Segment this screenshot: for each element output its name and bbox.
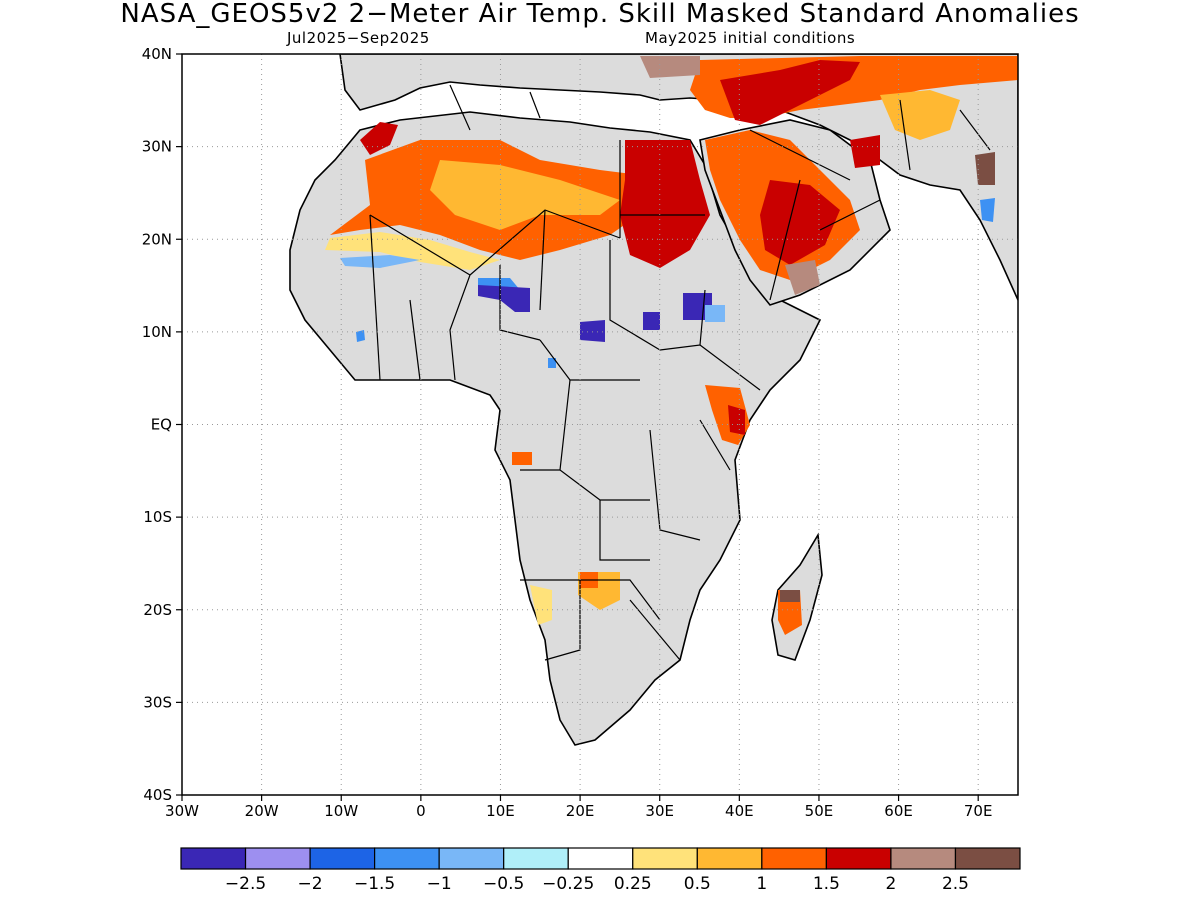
lon-tick-label: 0 <box>416 802 426 820</box>
lat-tick-label: 10S <box>143 508 172 526</box>
colorbar-swatch <box>309 847 376 870</box>
lat-tick-label: 20S <box>143 601 172 619</box>
colorbar-label: 0.5 <box>684 874 711 894</box>
anomaly-sudan-purple-2 <box>683 293 712 320</box>
anomaly-guinea-blue <box>356 330 365 342</box>
colorbar-swatch <box>567 847 634 870</box>
colorbar-label: 1 <box>756 874 767 894</box>
lat-tick-label: 40S <box>143 786 172 804</box>
colorbar-label: −1.5 <box>354 874 395 894</box>
colorbar-label: −0.5 <box>483 874 524 894</box>
lon-tick-label: 30E <box>645 802 674 820</box>
anomaly-ethiopia-blue <box>705 305 725 322</box>
anomaly-kenya-red <box>728 405 745 435</box>
anomaly-namibia <box>530 585 552 625</box>
initial-conditions: May2025 initial conditions <box>645 29 856 47</box>
lat-tick-label: 40N <box>142 45 172 63</box>
anomaly-niger-purple <box>478 285 530 312</box>
map-title: NASA_GEOS5v2 2−Meter Air Temp. Skill Mas… <box>120 0 1080 29</box>
colorbar-swatch <box>632 847 698 870</box>
anomaly-maghreb <box>360 122 398 155</box>
lat-tick-label: 20N <box>142 230 172 248</box>
colorbar-label: −1 <box>427 874 452 894</box>
forecast-period: Jul2025−Sep2025 <box>287 29 430 47</box>
colorbar-swatch <box>890 847 957 870</box>
lon-tick-label: 10W <box>324 802 358 820</box>
anomaly-mideast-red <box>720 60 860 125</box>
longitude-axis: 30W 20W 10W 0 10E 20E 30E 40E 50E 60E 70E <box>165 795 992 820</box>
lon-tick-label: 40E <box>725 802 754 820</box>
lon-tick-label: 70E <box>964 802 993 820</box>
anomaly-gabon <box>512 452 532 465</box>
colorbar: −2.5 −2 −1.5 −1 −0.5 −0.25 0.25 0.5 1 1.5 2 2.5 <box>180 847 1021 894</box>
lon-tick-label: 20W <box>245 802 279 820</box>
colorbar-swatch <box>374 847 440 870</box>
land-africa <box>289 111 822 746</box>
country-borders <box>369 84 991 661</box>
anomaly-brown-north <box>640 56 700 78</box>
colorbar-swatch <box>180 847 247 870</box>
lon-tick-label: 10E <box>486 802 515 820</box>
anomaly-cameroon-purple <box>580 320 605 342</box>
lat-tick-label: 10N <box>142 323 172 341</box>
anomaly-sahara-2 <box>430 160 620 230</box>
map-layers <box>289 54 1018 746</box>
latitude-axis: 40N 30N 20N 10N EQ 10S 20S 30S 40S <box>142 45 182 804</box>
colorbar-swatch <box>954 847 1021 870</box>
colorbar-label: 0.25 <box>614 874 652 894</box>
anomaly-brown-oman <box>785 260 820 295</box>
lat-tick-label: EQ <box>151 416 172 434</box>
lat-tick-label: 30N <box>142 138 172 156</box>
anomaly-sahel-yellow <box>325 232 500 270</box>
anomaly-car-blue <box>548 358 556 368</box>
colorbar-swatch <box>244 847 311 870</box>
colorbar-label: −0.25 <box>542 874 594 894</box>
colorbar-swatch <box>696 847 763 870</box>
anomaly-iran-red <box>850 135 880 168</box>
colorbar-swatch <box>438 847 505 870</box>
anomaly-madagascar-brown <box>780 590 800 602</box>
lon-tick-label: 20E <box>566 802 595 820</box>
colorbar-label: 2.5 <box>942 874 969 894</box>
colorbar-label: 2 <box>886 874 897 894</box>
anomaly-egypt <box>620 140 710 268</box>
anomaly-india-brown <box>975 152 995 185</box>
anomaly-arabia-core <box>760 180 840 265</box>
lon-tick-label: 60E <box>884 802 913 820</box>
colorbar-swatch <box>761 847 827 870</box>
lat-tick-label: 30S <box>143 693 172 711</box>
anomaly-sudan-purple-1 <box>643 312 660 330</box>
anomaly-india-blue <box>980 198 995 222</box>
lon-tick-label: 30W <box>165 802 199 820</box>
colorbar-label: −2.5 <box>225 874 266 894</box>
colorbar-swatch <box>825 847 892 870</box>
colorbar-label: −2 <box>298 874 323 894</box>
anomaly-sahel-blue <box>340 255 420 268</box>
lon-tick-label: 50E <box>805 802 834 820</box>
colorbar-label: 1.5 <box>813 874 840 894</box>
colorbar-swatch <box>503 847 569 870</box>
